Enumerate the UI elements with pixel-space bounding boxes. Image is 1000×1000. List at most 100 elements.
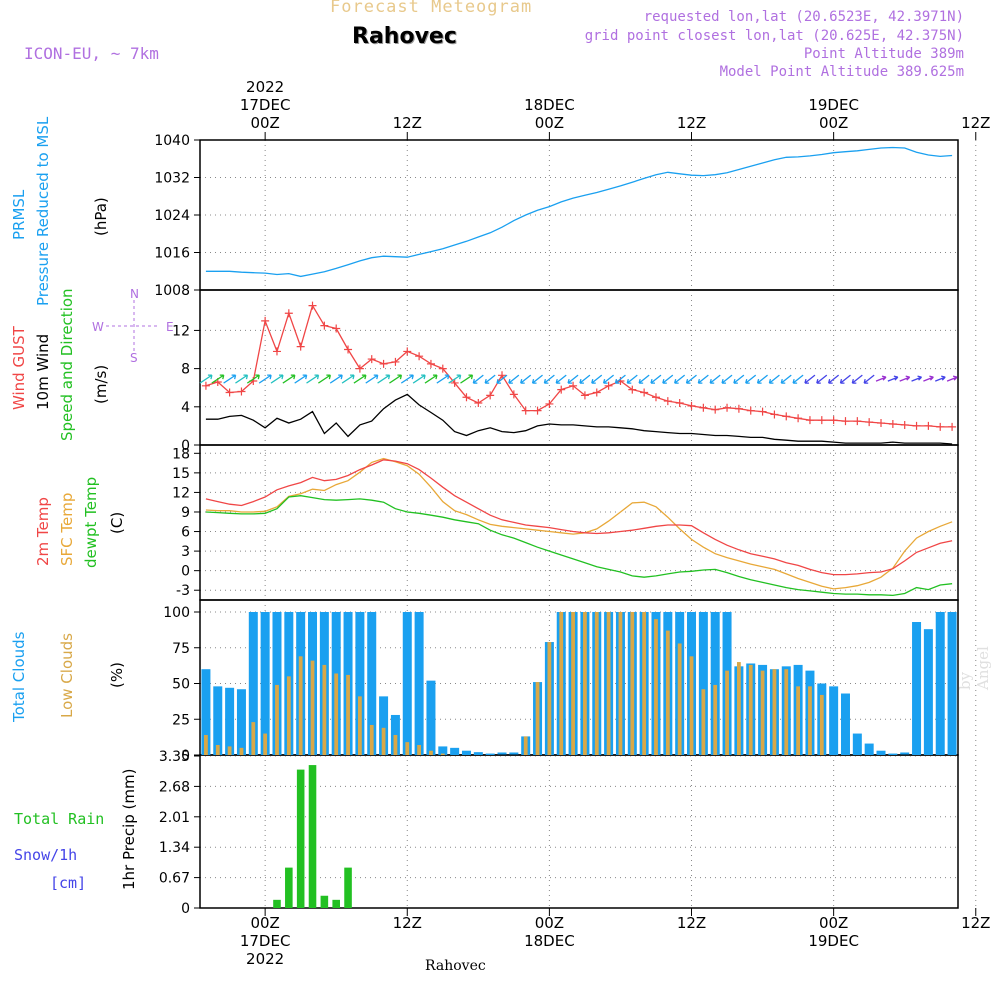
bar-low-clouds [275,684,279,755]
wind-direction-arrow [780,374,792,384]
bar-low-clouds [808,686,812,755]
wind-direction-arrow [567,374,579,384]
bar-total-clouds [912,622,922,755]
wind-direction-arrow [294,374,308,384]
compass-cross [106,300,160,352]
bar-rain [308,765,317,908]
bottom-time-label: 18DEC [524,932,575,950]
wind-direction-arrow [756,374,768,384]
gust-point [403,347,412,356]
bar-low-clouds [204,734,208,755]
gust-point [272,347,281,356]
gust-point [438,364,447,373]
bar-low-clouds [251,722,256,755]
wind-direction-arrow [650,374,662,384]
y-tick-label: 4 [181,400,190,416]
wind-direction-arrow [555,374,567,384]
gust-point [415,352,424,361]
wind-direction-arrow [851,374,863,384]
y-tick-label: 50 [172,677,190,693]
point-altitude: Point Altitude 389m [803,46,964,62]
gust-point [948,422,957,431]
wind-direction-arrow [602,374,615,384]
bar-total-clouds [414,612,424,755]
panel-frame [199,289,959,446]
bar-low-clouds [369,724,374,755]
gust-point [640,388,649,397]
bar-low-clouds [547,642,552,755]
y-tick-label: 2.68 [159,779,190,795]
wind-direction-arrow [235,374,249,384]
bar-low-clouds [310,660,315,755]
gust-point [308,301,317,310]
bottom-time-label: 00Z [535,914,564,932]
bottom-time-label: 12Z [393,914,422,932]
wind-direction-arrow [745,374,757,384]
wind-direction-arrow [329,374,343,384]
bar-total-clouds [379,696,389,755]
gust-point [592,388,601,397]
label-snow-unit: [cm] [50,874,87,892]
gust-point [746,406,755,415]
gust-point [711,405,720,414]
bar-total-clouds [473,752,483,755]
gust-point [805,416,814,425]
bar-low-clouds [772,669,777,755]
bar-rain [320,895,329,908]
bar-rain [273,899,281,908]
bar-low-clouds [594,612,599,755]
gust-point [545,399,554,408]
wind-direction-arrow [768,374,780,384]
gust-point [734,404,743,413]
top-time-label: 12Z [961,114,990,132]
bar-total-clouds [829,686,839,755]
y-tick-label: 12 [172,485,190,501]
bar-low-clouds [334,673,339,755]
wind-direction-arrow [543,374,555,384]
bar-low-clouds [618,612,623,755]
gust-point [770,410,779,419]
y-tick-label: 0 [181,901,190,917]
wind-direction-arrow [591,374,603,384]
y-tick-label: 3 [181,544,190,560]
y-tick-label: 1016 [154,246,190,262]
wind-direction-arrow [460,374,474,384]
bar-total-clouds [485,753,495,755]
bar-low-clouds [393,734,398,755]
gust-point [912,421,921,430]
wind-direction-arrow [389,374,403,384]
bar-low-clouds [429,750,433,755]
bar-low-clouds [357,696,362,755]
y-tick-label: 12 [172,323,190,339]
bar-low-clouds [571,612,575,755]
bar-total-clouds [923,629,933,755]
gust-point [474,398,483,407]
grid-point-coords: grid point closest lon,lat (20.625E, 42.… [584,28,964,44]
compass-e: E [166,320,174,334]
wind-direction-arrow [400,374,414,384]
bar-low-clouds [286,676,291,755]
bar-low-clouds [748,664,753,755]
bar-rain [344,867,352,908]
gust-point [201,381,210,390]
bar-total-clouds [438,746,448,755]
y-tick-label: 100 [163,605,190,621]
bar-low-clouds [819,694,824,755]
gust-point [237,387,246,396]
wind-direction-arrow [792,374,804,384]
wind-direction-arrow [412,374,426,384]
y-tick-label: 1008 [154,283,190,299]
top-time-label: 12Z [393,114,422,132]
y-tick-label: 25 [172,712,190,728]
y-tick-label: 1.34 [159,840,190,856]
wind-direction-arrow [863,374,875,384]
top-time-label: 12Z [677,114,706,132]
gust-point [486,391,495,400]
bar-rain [285,867,293,908]
wind-direction-arrow [317,374,331,384]
y-tick-label: 8 [181,362,190,378]
wind-direction-arrow [674,374,686,384]
station-name: Rahovec [352,24,457,49]
bar-total-clouds [402,612,412,755]
